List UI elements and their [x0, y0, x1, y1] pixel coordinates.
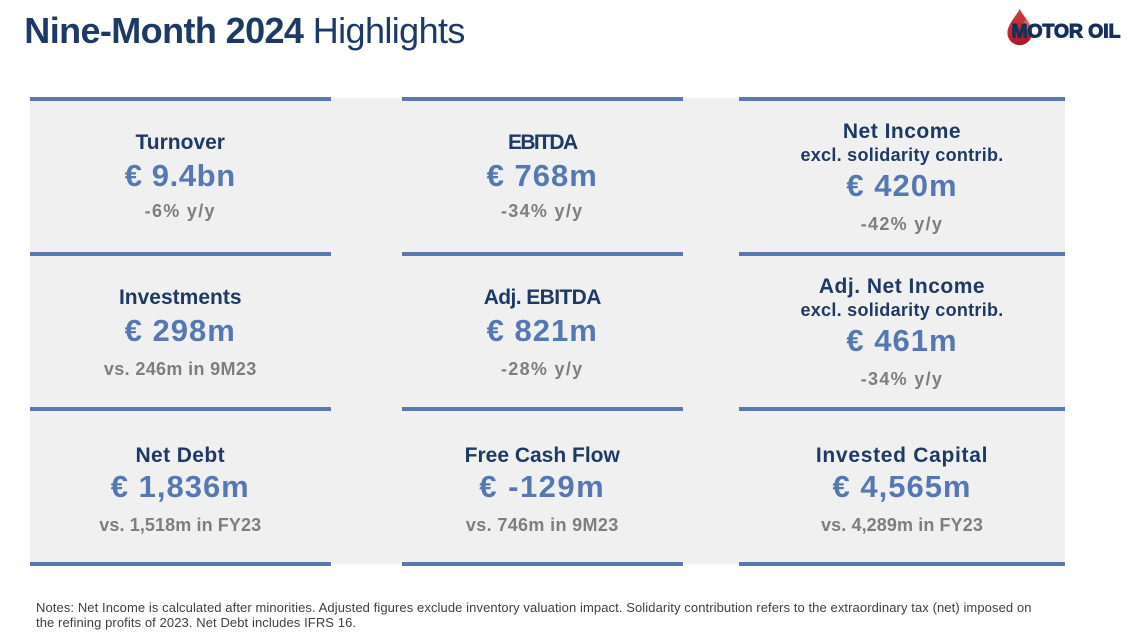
- svg-text:MOTOR OIL: MOTOR OIL: [1012, 21, 1121, 42]
